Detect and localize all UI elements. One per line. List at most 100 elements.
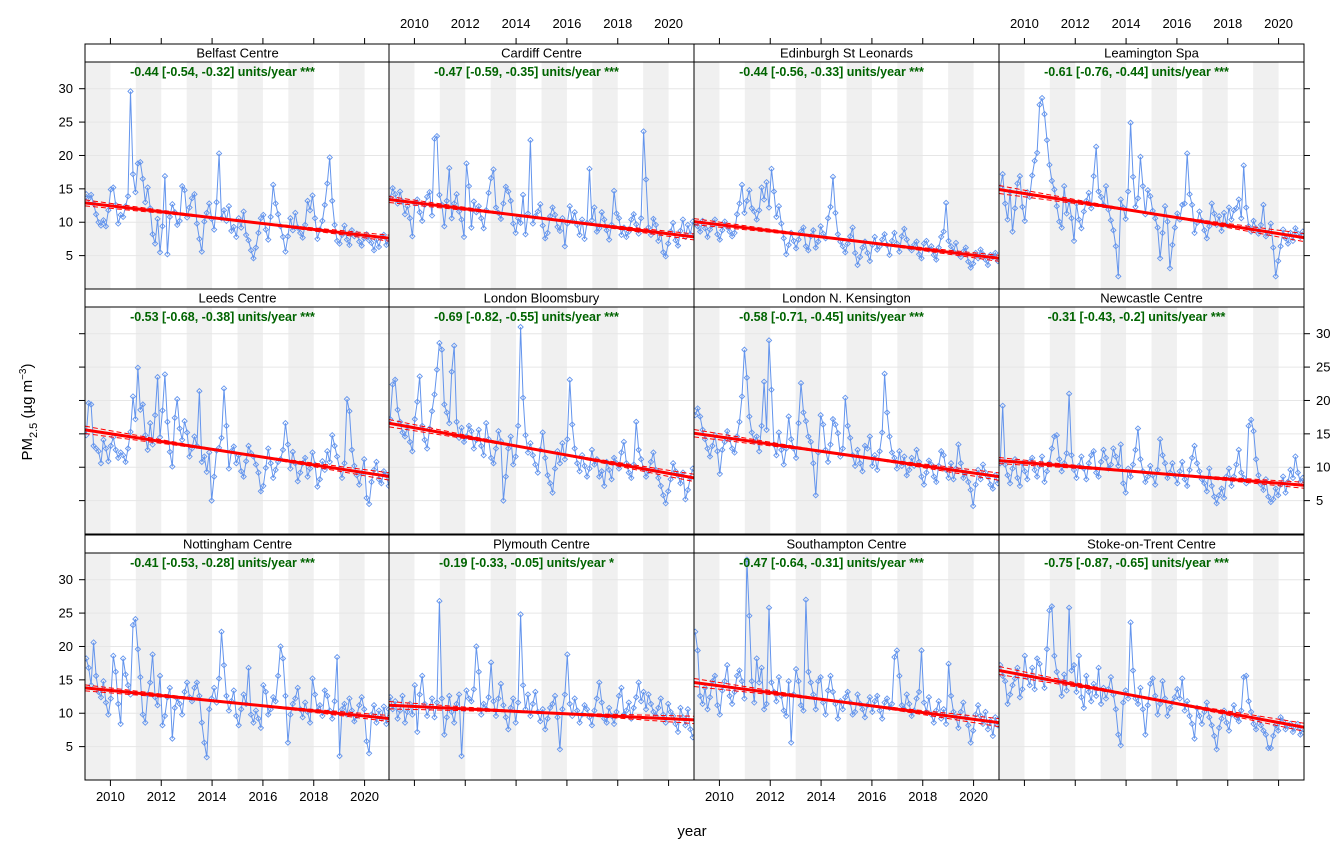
data-point <box>773 213 780 221</box>
data-point <box>314 483 321 490</box>
data-point <box>326 154 333 161</box>
data-point <box>992 249 999 257</box>
y-tick-label: 20 <box>59 639 73 654</box>
data-point <box>1134 700 1142 708</box>
data-point <box>324 447 331 455</box>
x-tick-label: 2012 <box>451 16 480 31</box>
y-axis-title-sub: 2.5 <box>28 423 40 438</box>
data-point <box>311 214 319 222</box>
x-tick-label: 2020 <box>1264 16 1293 31</box>
data-point <box>178 436 186 444</box>
data-point <box>446 419 453 427</box>
data-point <box>409 447 416 455</box>
data-point <box>947 243 955 250</box>
data-point <box>237 224 245 231</box>
data-point <box>854 261 861 269</box>
data-point <box>490 459 497 467</box>
data-point <box>245 442 252 450</box>
data-point <box>127 88 134 95</box>
data-point <box>719 446 726 454</box>
data-point <box>726 228 733 235</box>
data-point <box>1161 202 1169 210</box>
data-point <box>1137 455 1144 463</box>
data-point <box>539 429 546 436</box>
data-point <box>893 465 901 472</box>
data-point <box>945 237 952 245</box>
year-shade-band <box>85 307 111 534</box>
data-point <box>908 454 915 462</box>
data-point <box>662 253 669 260</box>
data-point <box>1272 273 1279 280</box>
data-point <box>913 695 920 702</box>
data-point <box>610 720 618 728</box>
data-point <box>225 202 233 210</box>
data-point <box>1085 688 1093 696</box>
data-point <box>903 472 910 479</box>
data-point <box>1299 474 1304 482</box>
data-point <box>1289 728 1297 736</box>
year-shade-band <box>592 553 618 780</box>
data-point <box>714 447 721 455</box>
data-point <box>615 214 623 222</box>
data-point <box>605 704 613 712</box>
data-point <box>448 708 455 716</box>
data-point <box>102 699 110 706</box>
data-point <box>502 714 510 721</box>
data-point <box>642 473 650 480</box>
data-point <box>1206 714 1213 721</box>
year-shade-band <box>490 553 517 780</box>
data-point <box>994 257 999 265</box>
data-point <box>1004 700 1011 708</box>
data-point <box>768 386 775 394</box>
data-point <box>522 231 529 238</box>
data-point <box>664 240 672 247</box>
data-point <box>576 231 583 239</box>
data-point <box>628 216 635 223</box>
data-point <box>834 715 842 722</box>
data-point <box>1240 673 1247 681</box>
data-point <box>267 213 274 221</box>
data-point <box>662 500 669 507</box>
data-point <box>1147 192 1154 200</box>
x-tick-label: 2014 <box>502 16 531 31</box>
data-point <box>834 429 842 437</box>
data-point <box>154 215 161 223</box>
data-point <box>655 474 662 482</box>
data-point <box>792 454 800 462</box>
x-tick-label: 2012 <box>147 789 176 804</box>
data-point <box>1235 718 1243 725</box>
series-line <box>999 393 1304 505</box>
x-axis-title: year <box>677 823 706 840</box>
data-point <box>795 419 802 427</box>
data-point <box>940 228 947 235</box>
data-point <box>1117 742 1124 749</box>
year-shade-band <box>1202 553 1228 780</box>
data-point <box>1041 684 1048 692</box>
data-point <box>105 711 112 718</box>
data-point <box>208 497 215 504</box>
data-point <box>272 697 279 705</box>
data-point <box>1127 619 1134 626</box>
data-point <box>965 478 972 486</box>
data-point <box>85 190 90 198</box>
y-axis-title: PM2.5 (µg m−3) <box>18 363 40 460</box>
data-point <box>546 704 554 712</box>
data-point <box>1274 492 1282 499</box>
data-point <box>549 489 556 496</box>
data-point <box>233 712 240 720</box>
data-point <box>509 461 517 468</box>
data-point <box>1070 466 1078 474</box>
data-point <box>874 692 881 700</box>
data-point <box>399 692 406 700</box>
data-point <box>1063 210 1070 217</box>
data-point <box>117 720 124 728</box>
data-point <box>1115 731 1122 738</box>
year-shade-band <box>186 553 213 780</box>
data-point <box>203 468 210 476</box>
data-point <box>1021 468 1029 475</box>
data-point <box>468 697 475 705</box>
data-point <box>1043 468 1051 475</box>
data-point <box>1147 462 1154 470</box>
year-shade-band <box>1253 62 1279 289</box>
data-point <box>1179 458 1186 466</box>
